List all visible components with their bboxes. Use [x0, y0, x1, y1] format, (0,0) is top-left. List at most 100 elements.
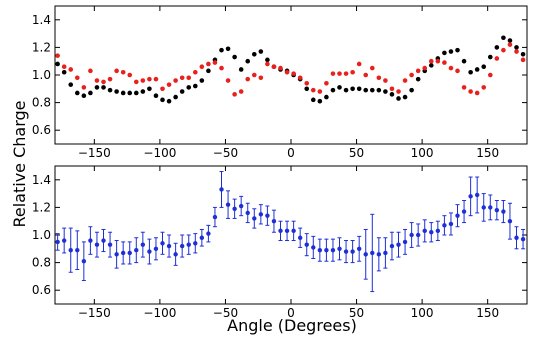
data-point [416, 77, 421, 82]
data-point [285, 70, 290, 75]
data-point [186, 75, 191, 80]
data-point [265, 58, 270, 63]
data-point [226, 202, 230, 206]
data-point [482, 205, 486, 209]
data-point [232, 92, 237, 97]
data-point [213, 60, 218, 65]
data-point [95, 85, 100, 90]
data-point [265, 62, 270, 67]
data-point [495, 56, 500, 61]
data-point [324, 81, 329, 86]
data-point [370, 88, 375, 93]
data-point [423, 229, 427, 233]
data-point [226, 46, 231, 51]
data-point [121, 91, 126, 96]
data-point [75, 75, 80, 80]
data-point [55, 240, 59, 244]
data-point [436, 229, 440, 233]
data-point [403, 78, 408, 83]
data-point [141, 89, 146, 94]
data-point [442, 223, 446, 227]
data-point [141, 78, 146, 83]
data-point [468, 194, 472, 198]
data-point [272, 64, 277, 69]
data-point [121, 70, 126, 75]
data-point [82, 93, 87, 98]
data-point [449, 222, 453, 226]
data-point [429, 59, 434, 64]
data-point [232, 207, 236, 211]
data-point [82, 259, 86, 263]
data-point [154, 93, 159, 98]
data-point [88, 238, 92, 242]
data-point [337, 247, 341, 251]
data-point [357, 87, 362, 92]
y-tick-label: 1.4 [32, 13, 51, 27]
data-point [272, 219, 276, 223]
data-point [180, 244, 184, 248]
data-point [370, 251, 374, 255]
data-point [377, 252, 381, 256]
x-tick-label: −150 [78, 146, 111, 160]
data-point [259, 49, 264, 54]
data-point [173, 252, 177, 256]
data-point [252, 73, 257, 78]
data-point [521, 237, 525, 241]
x-tick-label: −150 [78, 306, 111, 320]
data-point [377, 88, 382, 93]
data-point [108, 88, 113, 93]
data-point [449, 66, 454, 71]
data-point [318, 99, 323, 104]
data-point [521, 58, 526, 63]
data-point [193, 241, 197, 245]
data-point [481, 85, 486, 90]
plot-frame [55, 6, 527, 144]
plot-frame [55, 166, 527, 304]
data-point [69, 248, 73, 252]
data-point [62, 64, 67, 69]
data-point [337, 85, 342, 90]
data-point [95, 78, 100, 83]
data-point [311, 245, 315, 249]
x-tick-label: −100 [143, 306, 176, 320]
data-point [101, 80, 106, 85]
data-point [508, 219, 512, 223]
data-point [88, 69, 93, 74]
data-point [409, 88, 414, 93]
data-point [462, 85, 467, 90]
data-point [350, 70, 355, 75]
data-point [154, 247, 158, 251]
data-point [396, 242, 400, 246]
data-point [114, 252, 118, 256]
data-point [409, 233, 413, 237]
data-point [416, 69, 421, 74]
data-point [350, 87, 355, 92]
data-point [495, 45, 500, 50]
data-point [396, 96, 401, 101]
y-tick-label: 1.0 [32, 228, 51, 242]
data-point [514, 236, 518, 240]
data-point [160, 241, 164, 245]
x-tick-label: 100 [411, 146, 434, 160]
data-point [114, 69, 119, 74]
y-tick-label: 1.0 [32, 68, 51, 82]
data-point [127, 73, 132, 78]
data-point [291, 71, 296, 76]
data-point [108, 77, 113, 82]
data-point [206, 69, 211, 74]
y-tick-label: 0.6 [32, 123, 51, 137]
y-tick-label: 0.8 [32, 256, 51, 270]
data-point [357, 247, 361, 251]
data-point [101, 85, 106, 90]
data-point [128, 251, 132, 255]
data-point [239, 204, 243, 208]
data-point [344, 249, 348, 253]
data-point [468, 89, 473, 94]
x-tick-label: 100 [411, 306, 434, 320]
data-point [331, 248, 335, 252]
data-point [82, 85, 87, 90]
data-point [62, 238, 66, 242]
data-point [449, 49, 454, 54]
data-point [468, 70, 473, 75]
data-point [514, 45, 519, 50]
